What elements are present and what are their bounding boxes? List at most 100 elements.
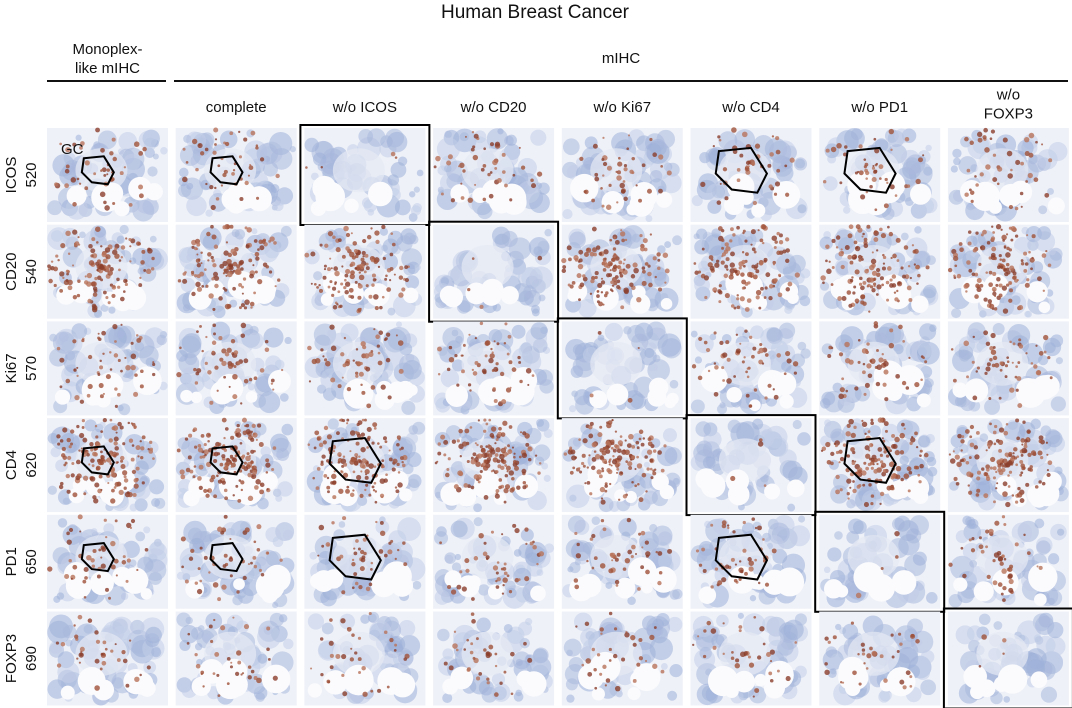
stain-dot xyxy=(635,440,640,445)
stain-dot xyxy=(868,277,875,283)
stain-dot xyxy=(741,251,745,254)
stain-dot xyxy=(1002,239,1005,242)
stain-dot xyxy=(841,296,847,301)
stain-dot xyxy=(101,330,106,336)
stain-dot xyxy=(274,285,277,288)
stain-dot xyxy=(714,365,719,370)
stain-dot xyxy=(507,334,512,339)
stain-dot xyxy=(252,555,257,560)
stain-dot xyxy=(999,368,1003,372)
tissue-blob xyxy=(1038,205,1048,215)
stain-dot xyxy=(210,224,214,229)
stain-dot xyxy=(395,334,398,337)
stain-dot xyxy=(494,166,498,170)
stain-dot xyxy=(47,268,51,271)
stain-dot xyxy=(599,486,606,493)
stain-dot xyxy=(776,250,781,255)
stain-dot xyxy=(223,466,227,470)
stain-dot xyxy=(1003,430,1009,436)
stain-dot xyxy=(835,246,839,249)
stain-dot xyxy=(260,573,265,577)
stain-dot xyxy=(876,349,879,352)
stain-dot xyxy=(999,258,1002,261)
stain-dot xyxy=(373,465,377,468)
stain-dot xyxy=(1002,458,1008,464)
tissue-blob xyxy=(156,334,167,346)
stain-dot xyxy=(578,249,584,255)
stain-dot xyxy=(976,476,981,481)
stain-dot xyxy=(102,258,108,264)
stain-dot xyxy=(1002,491,1008,497)
stain-dot xyxy=(509,487,515,493)
tissue-blob xyxy=(565,338,587,361)
stain-dot xyxy=(252,432,258,438)
stain-dot xyxy=(869,285,874,289)
stain-dot xyxy=(888,231,894,237)
stain-dot xyxy=(855,224,861,230)
stain-dot xyxy=(80,447,83,450)
stain-dot xyxy=(116,461,119,464)
stain-dot xyxy=(562,265,567,269)
stain-dot xyxy=(890,461,894,465)
stain-dot xyxy=(1009,340,1012,344)
stain-dot xyxy=(609,458,612,461)
tissue-blob xyxy=(304,249,320,265)
stain-dot xyxy=(1024,136,1030,143)
stain-dot xyxy=(518,361,522,364)
stain-dot xyxy=(712,287,718,293)
stain-dot xyxy=(1009,387,1015,393)
stain-dot xyxy=(64,183,70,189)
stain-dot xyxy=(364,468,370,475)
stain-dot xyxy=(139,276,142,280)
tissue-blob xyxy=(778,322,796,339)
stain-dot xyxy=(838,393,844,400)
stain-dot xyxy=(858,170,864,176)
stain-dot xyxy=(998,293,1003,298)
stain-dot xyxy=(630,274,636,279)
tissue-blob xyxy=(412,202,422,213)
stain-dot xyxy=(333,266,338,271)
stain-dot xyxy=(212,263,217,268)
tissue-blob xyxy=(782,460,803,481)
stain-dot xyxy=(485,445,489,448)
tissue-blob xyxy=(1050,396,1066,412)
stain-dot xyxy=(773,246,777,250)
stain-dot xyxy=(869,443,874,448)
stain-dot xyxy=(98,383,104,389)
stain-dot xyxy=(242,575,247,581)
stain-dot xyxy=(980,233,984,237)
stain-dot xyxy=(120,323,123,326)
stain-dot xyxy=(787,281,793,287)
tissue-blob xyxy=(604,322,623,341)
stain-dot xyxy=(360,341,366,347)
stain-dot xyxy=(736,225,740,230)
stain-dot xyxy=(207,252,212,257)
stain-dot xyxy=(352,470,356,474)
stain-dot xyxy=(140,260,145,265)
stain-dot xyxy=(99,359,102,363)
stain-dot xyxy=(227,271,233,278)
stain-dot xyxy=(214,365,219,370)
stain-dot xyxy=(305,166,308,169)
stain-dot xyxy=(152,362,156,367)
stain-dot xyxy=(243,306,248,310)
stain-dot xyxy=(121,560,127,565)
tissue-blob xyxy=(702,456,716,470)
stain-dot xyxy=(600,280,606,285)
stain-dot xyxy=(496,178,502,183)
stain-dot xyxy=(469,389,472,392)
stain-dot xyxy=(91,303,97,309)
stain-dot xyxy=(595,245,601,250)
tissue-blob xyxy=(51,230,63,242)
stain-dot xyxy=(1015,463,1018,467)
stain-dot xyxy=(866,363,872,369)
stain-dot xyxy=(1037,276,1042,282)
stain-dot xyxy=(119,425,124,430)
stain-dot xyxy=(748,404,753,408)
stain-dot xyxy=(187,455,192,460)
stain-dot xyxy=(359,460,363,464)
stain-dot xyxy=(182,147,186,151)
stain-dot xyxy=(718,138,722,142)
stain-dot xyxy=(123,478,129,483)
stain-dot xyxy=(225,274,228,277)
